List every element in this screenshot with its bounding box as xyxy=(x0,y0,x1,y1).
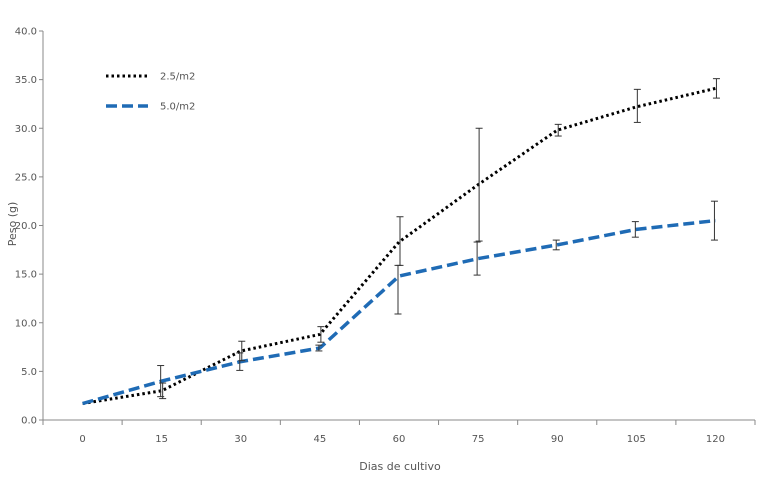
legend: 2.5/m2 5.0/m2 xyxy=(106,72,195,113)
x-tick-label: 30 xyxy=(234,434,247,445)
y-tick-label: 25.0 xyxy=(15,172,37,183)
series-layer xyxy=(82,86,716,406)
error-bar xyxy=(315,344,323,352)
legend-label-1: 2.5/m2 xyxy=(160,72,195,83)
error-bar xyxy=(317,326,325,343)
x-tick-label: 90 xyxy=(551,434,564,445)
error-bar xyxy=(633,88,641,123)
y-tick-label: 35.0 xyxy=(15,75,37,86)
series-line-2 xyxy=(82,218,716,406)
error-bar xyxy=(712,78,720,99)
error-bars xyxy=(157,78,720,400)
x-tick-label: 0 xyxy=(79,434,85,445)
y-tick-label: 5.0 xyxy=(21,367,37,378)
error-bar xyxy=(710,200,718,241)
x-tick-label: 45 xyxy=(314,434,327,445)
y-tick-label: 20.0 xyxy=(15,221,37,232)
error-bar xyxy=(157,365,165,398)
tick-labels: 0.0 5.0 10.0 15.0 20.0 25.0 30.0 35.0 40.0 0 15 30 4… xyxy=(15,27,725,446)
y-tick-label: 30.0 xyxy=(15,124,37,135)
legend-label-2: 5.0/m2 xyxy=(160,102,195,113)
y-tick-label: 10.0 xyxy=(15,318,37,329)
x-tick-label: 105 xyxy=(627,434,646,445)
error-bar xyxy=(394,264,402,315)
y-tick-label: 0.0 xyxy=(21,416,37,427)
error-bar xyxy=(475,127,483,242)
error-bar xyxy=(473,241,481,276)
error-bar xyxy=(236,352,244,371)
x-tick-label: 120 xyxy=(706,434,725,445)
y-tick-label: 15.0 xyxy=(15,270,37,281)
x-axis-title: Dias de cultivo xyxy=(359,460,441,473)
x-tick-label: 60 xyxy=(393,434,406,445)
series-line-1 xyxy=(82,86,716,405)
axes xyxy=(39,30,756,425)
y-tick-label: 40.0 xyxy=(15,27,37,38)
y-axis-title: Peso (g) xyxy=(6,202,19,247)
error-bar xyxy=(631,221,639,238)
x-tick-label: 75 xyxy=(472,434,485,445)
error-bar xyxy=(552,239,560,251)
x-tick-label: 15 xyxy=(155,434,168,445)
error-bar xyxy=(554,123,562,137)
